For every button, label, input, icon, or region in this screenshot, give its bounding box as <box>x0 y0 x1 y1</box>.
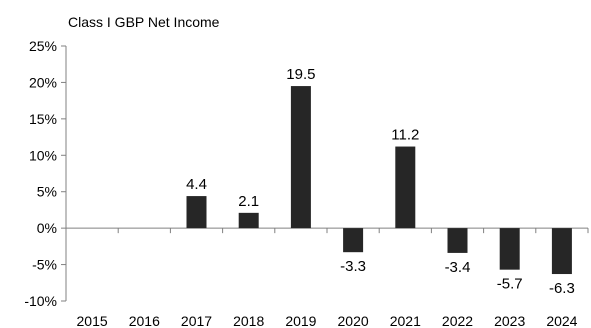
data-label: -6.3 <box>549 280 575 297</box>
y-tick-label: 0% <box>37 220 57 236</box>
data-label: -3.3 <box>340 258 366 275</box>
data-label: -3.4 <box>445 259 471 276</box>
x-tick-label: 2023 <box>494 313 525 328</box>
plot-area: 25% 20% 15% 10% 5% 0% -5% -10% 2015 2016 4.4 2017 2.… <box>24 38 589 328</box>
x-tick-label: 2019 <box>285 313 316 328</box>
bar <box>447 228 468 253</box>
bar <box>186 196 207 229</box>
x-tick-label: 2018 <box>233 313 264 328</box>
data-label: 19.5 <box>286 66 315 83</box>
x-tick-label: 2015 <box>77 313 108 328</box>
y-tick-label: 15% <box>29 111 57 127</box>
y-tick-label: -10% <box>24 293 57 309</box>
y-tick-label: 25% <box>29 38 57 54</box>
chart-title: Class I GBP Net Income <box>68 14 220 30</box>
y-tick-label: 5% <box>37 184 57 200</box>
bar <box>343 228 364 253</box>
y-tick-label: -5% <box>32 257 57 273</box>
bar <box>499 228 520 270</box>
data-label: -5.7 <box>497 276 523 293</box>
x-tick-label: 2022 <box>442 313 473 328</box>
y-tick-label: 10% <box>29 147 57 163</box>
data-label: 2.1 <box>238 193 259 210</box>
bar <box>551 228 572 275</box>
y-tick-label: 20% <box>29 74 57 90</box>
x-tick-label: 2024 <box>546 313 577 328</box>
data-label: 11.2 <box>391 127 419 144</box>
bar <box>395 146 416 229</box>
x-tick-label: 2017 <box>181 313 212 328</box>
bar <box>290 86 311 229</box>
data-label: 4.4 <box>186 176 207 193</box>
x-tick-label: 2020 <box>338 313 369 328</box>
x-tick-label: 2021 <box>390 313 421 328</box>
x-tick-label: 2016 <box>129 313 160 328</box>
bar <box>238 212 259 229</box>
